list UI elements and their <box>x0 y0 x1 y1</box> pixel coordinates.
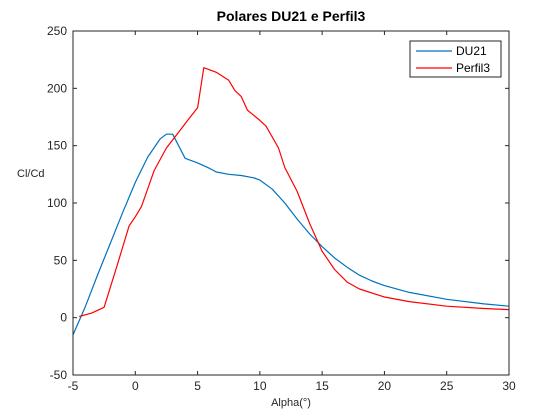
x-axis-label: Alpha(°) <box>271 397 311 409</box>
x-tick-label: 30 <box>502 379 516 393</box>
x-tick-label: 25 <box>440 379 454 393</box>
y-axis-label: Cl/Cd <box>17 168 45 180</box>
legend-label-perfil3: Perfil3 <box>456 61 490 75</box>
x-tick-label: 15 <box>315 379 329 393</box>
x-tick-label: -5 <box>68 379 79 393</box>
legend: DU21 Perfil3 <box>409 40 502 78</box>
chart-title: Polares DU21 e Perfil3 <box>217 8 366 24</box>
legend-label-du21: DU21 <box>456 44 487 58</box>
y-tick-label: -50 <box>50 368 68 382</box>
x-tick-label: 20 <box>378 379 392 393</box>
y-tick-label: 250 <box>47 24 67 38</box>
y-tick-label: 50 <box>54 253 68 267</box>
x-tick-label: 5 <box>194 379 201 393</box>
plot-area <box>73 31 509 375</box>
legend-box <box>409 40 502 78</box>
x-tick-label: 0 <box>132 379 139 393</box>
y-tick-label: 100 <box>47 196 67 210</box>
y-tick-label: 0 <box>60 311 67 325</box>
series-line-du21 <box>72 133 510 336</box>
series-line-perfil3 <box>79 67 510 318</box>
x-tick-label: 10 <box>253 379 267 393</box>
y-tick-label: 150 <box>47 139 67 153</box>
series-layer <box>72 67 510 336</box>
y-tick-label: 200 <box>47 81 67 95</box>
